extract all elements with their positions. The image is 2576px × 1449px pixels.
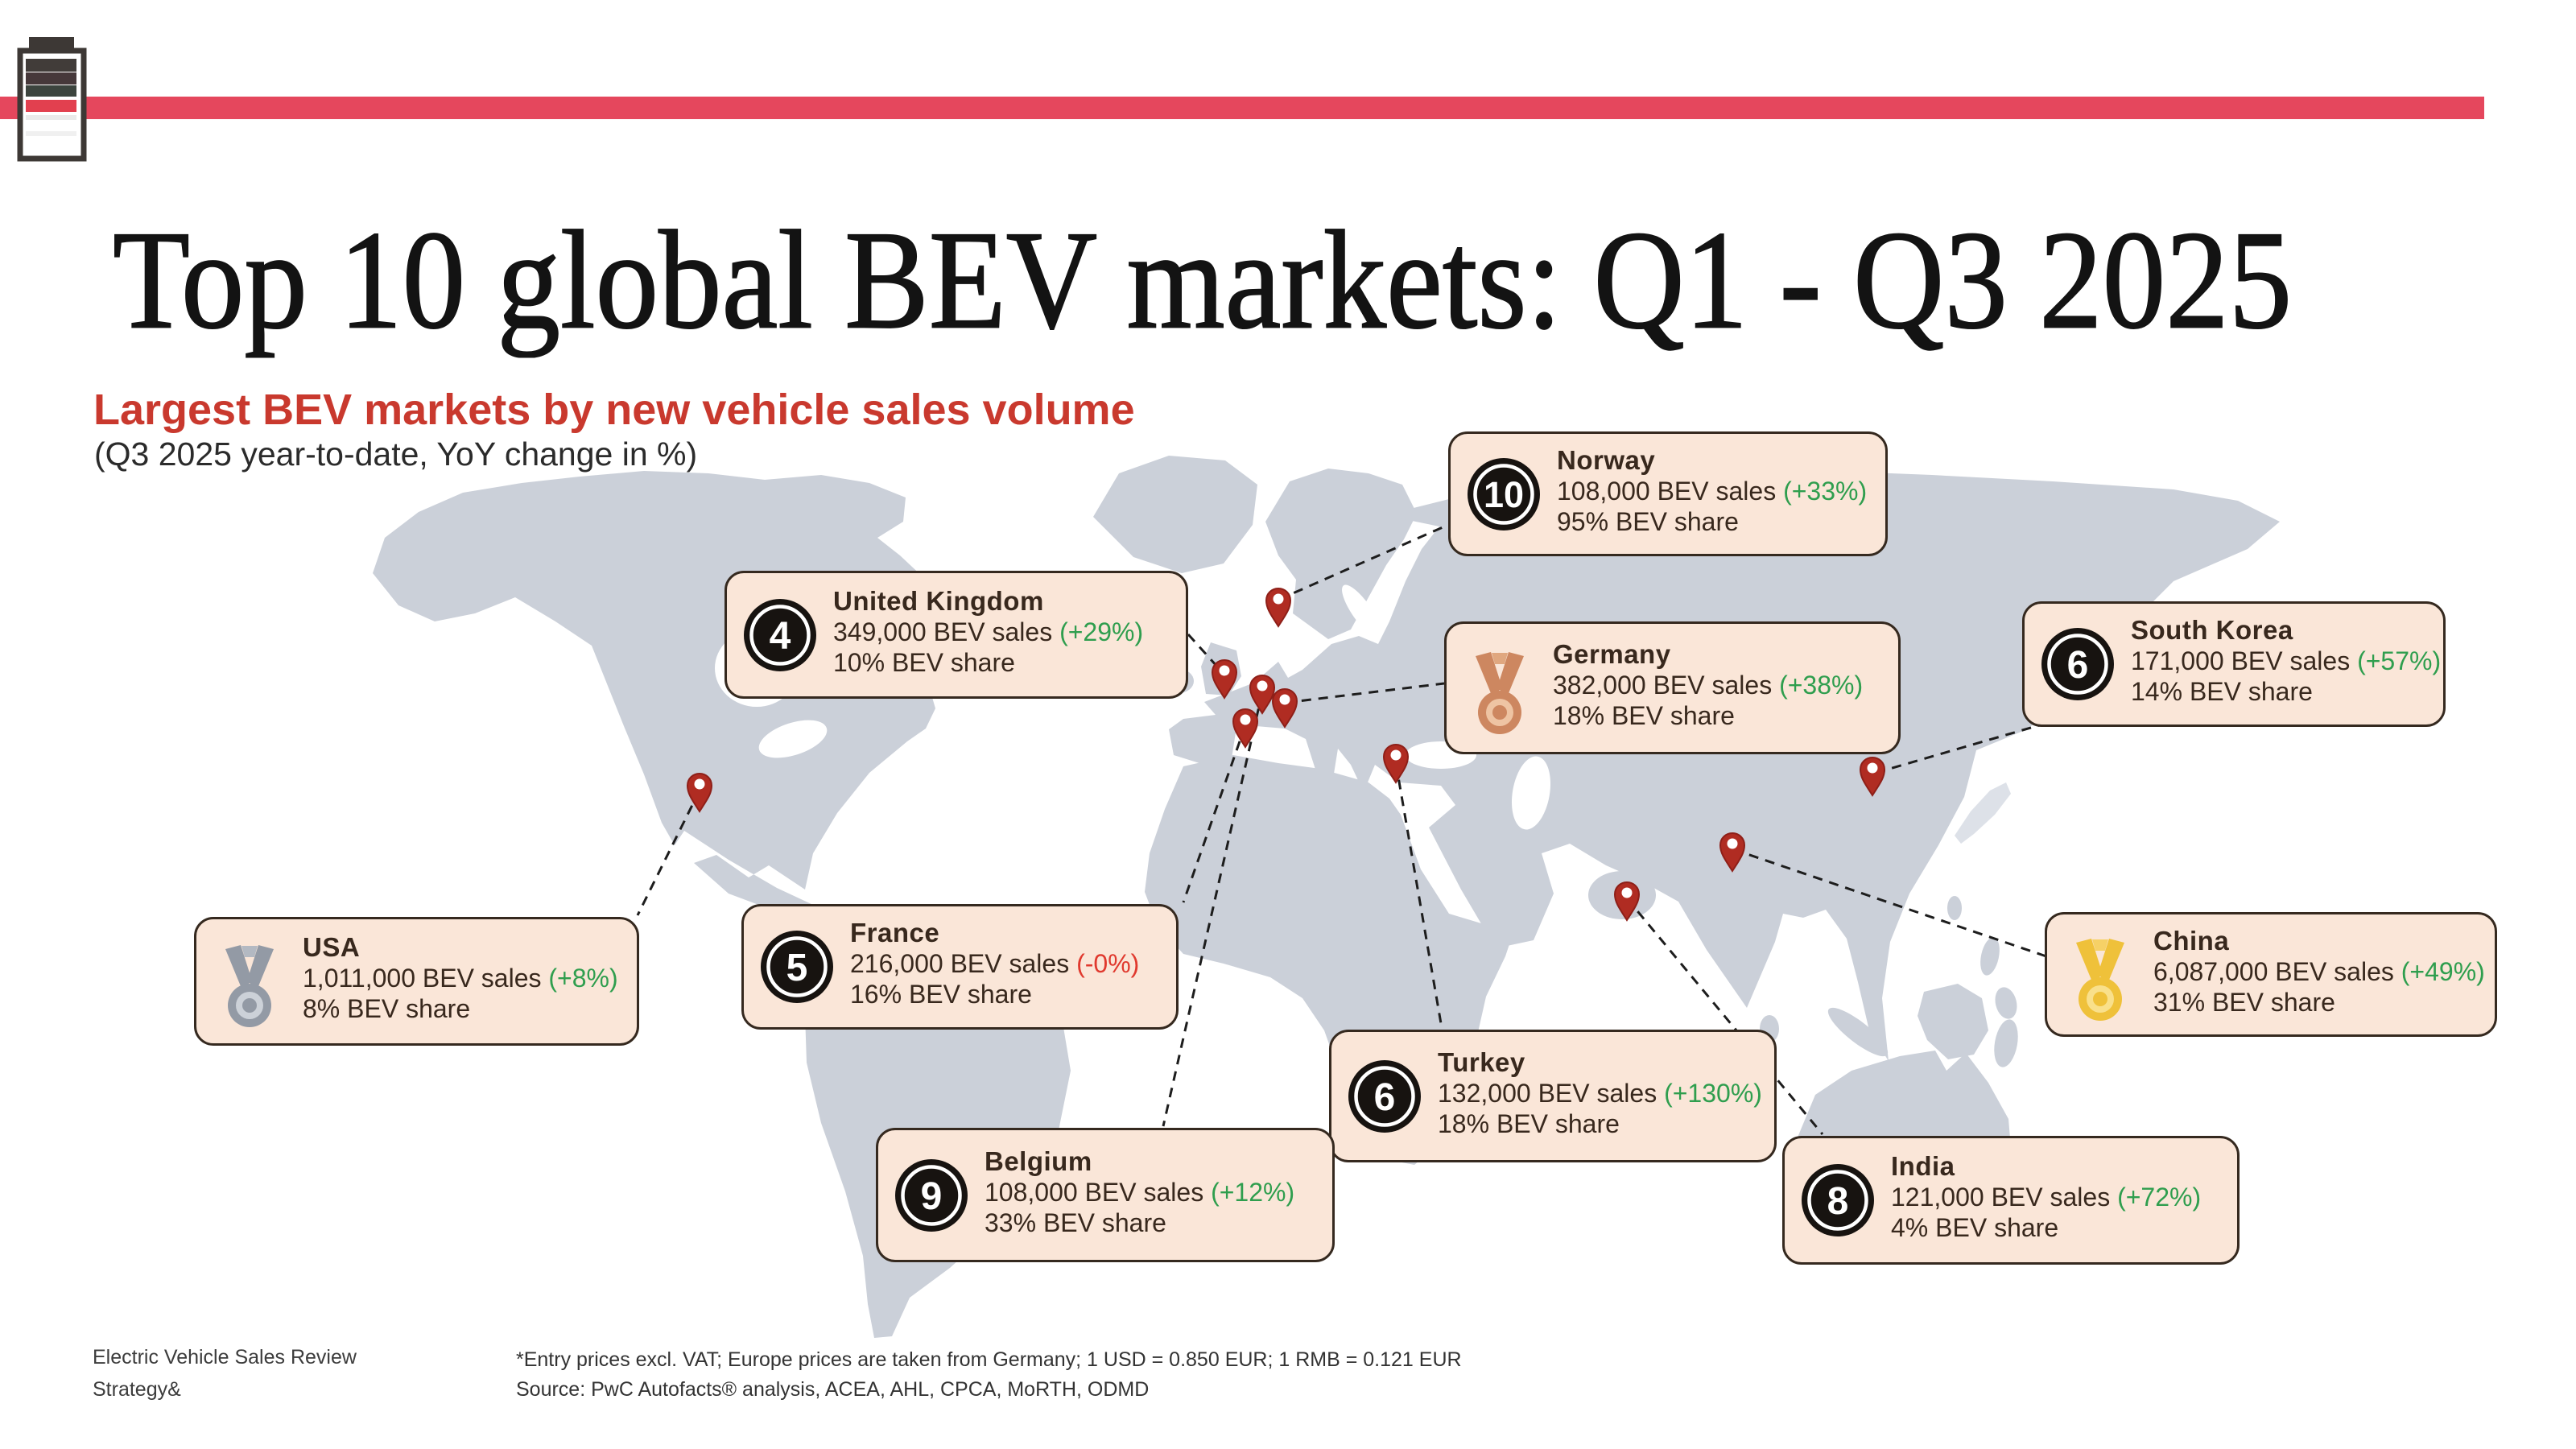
svg-text:6: 6 [1374,1076,1396,1119]
svg-text:6: 6 [2067,644,2089,687]
svg-text:8: 8 [1827,1180,1849,1223]
svg-text:4: 4 [770,615,791,658]
svg-text:10: 10 [1484,474,1524,515]
svg-text:9: 9 [921,1175,943,1218]
svg-text:5: 5 [786,947,808,989]
